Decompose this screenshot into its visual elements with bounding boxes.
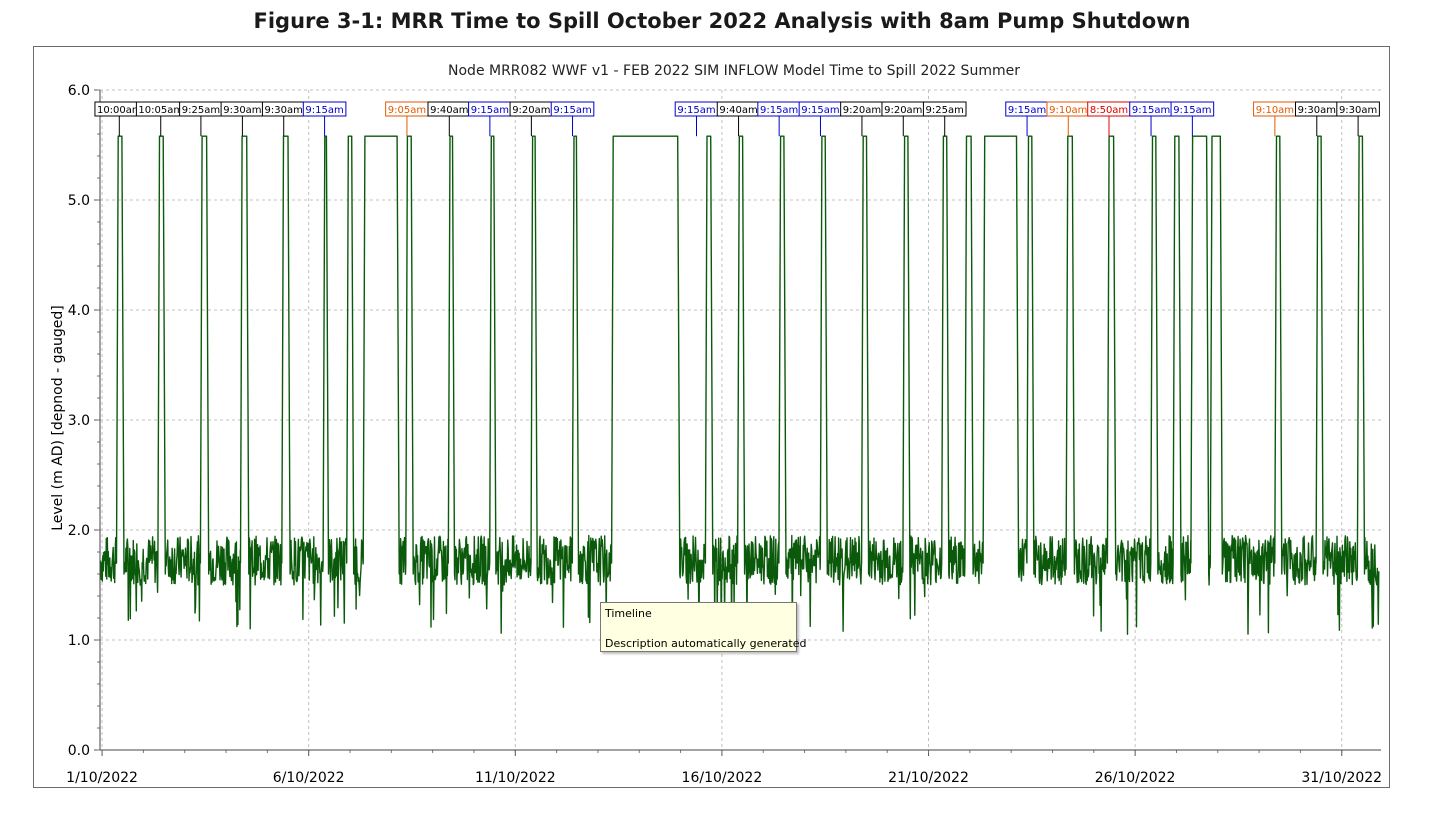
- annotation-label: 9:30am: [1339, 105, 1377, 116]
- tooltip-description: Description automatically generated: [605, 637, 807, 650]
- annotation-box: [1170, 101, 1215, 117]
- annotation-label: 9:15am: [677, 105, 715, 116]
- annotation-label: 9:25am: [182, 105, 220, 116]
- x-tick-label: 11/10/2022: [475, 770, 556, 786]
- chart-title: Node MRR082 WWF v1 - FEB 2022 SIM INFLOW…: [448, 63, 1020, 79]
- axis-layer: 0.0 1.0 2.0 3.0 4.0 5.0 6.0 1/10/2022 6/10/2022 1…: [66, 83, 1382, 786]
- annotation-label: 9:30am: [223, 105, 261, 116]
- annotation-box: [550, 101, 595, 117]
- y-tick-label: 4.0: [68, 303, 90, 319]
- annotation-label: 9:20am: [884, 105, 922, 116]
- annotation-label: 9:05am: [388, 105, 426, 116]
- annotation-box: [302, 101, 347, 117]
- x-tick-label: 1/10/2022: [66, 770, 138, 786]
- tooltip-title: Timeline: [605, 607, 652, 620]
- annotation-label: 9:10am: [1256, 105, 1294, 116]
- y-tick-label: 1.0: [68, 633, 90, 649]
- level-series-line: [100, 135, 1380, 635]
- annotation-label: 10:00am: [97, 105, 142, 116]
- annotation-label: 9:15am: [1132, 105, 1170, 116]
- annotation-label: 9:25am: [926, 105, 964, 116]
- annotation-label: 9:30am: [265, 105, 303, 116]
- annotation-label: 9:40am: [719, 105, 757, 116]
- y-tick-label: 5.0: [68, 193, 90, 209]
- annotation-label: 10:05am: [138, 105, 183, 116]
- annotation-label: 9:20am: [843, 105, 881, 116]
- annotation-label: 9:20am: [512, 105, 550, 116]
- y-tick-label: 6.0: [68, 83, 90, 99]
- grid-layer: [100, 89, 1381, 750]
- annotation-label: 9:15am: [305, 105, 343, 116]
- annotation-label: 9:15am: [1008, 105, 1046, 116]
- annotation-box: [922, 101, 967, 117]
- annotation-box: [1336, 101, 1380, 117]
- y-tick-label: 3.0: [68, 413, 90, 429]
- series-layer: [100, 135, 1380, 635]
- figure-title: Figure 3-1: MRR Time to Spill October 20…: [253, 9, 1191, 33]
- x-tick-label: 16/10/2022: [682, 770, 763, 786]
- x-tick-label: 26/10/2022: [1095, 770, 1176, 786]
- annotation-label: 9:30am: [1298, 105, 1336, 116]
- y-axis-label: Level (m AD) [depnod - gauged]: [50, 305, 66, 531]
- y-tick-label: 0.0: [68, 743, 90, 759]
- annotation-label: 9:15am: [471, 105, 509, 116]
- image-tooltip: Timeline Description automatically gener…: [600, 602, 807, 652]
- x-tick-label: 21/10/2022: [888, 770, 969, 786]
- annotation-label: 9:15am: [1173, 105, 1211, 116]
- x-tick-label: 6/10/2022: [273, 770, 345, 786]
- annotation-label: 9:40am: [430, 105, 468, 116]
- annotation-label: 9:10am: [1049, 105, 1087, 116]
- annotation-label: 9:15am: [553, 105, 591, 116]
- y-tick-label: 2.0: [68, 523, 90, 539]
- annotation-label: 9:15am: [801, 105, 839, 116]
- annotation-label: 9:15am: [760, 105, 798, 116]
- x-tick-label: 31/10/2022: [1301, 770, 1382, 786]
- annotation-label: 8:50am: [1090, 105, 1128, 116]
